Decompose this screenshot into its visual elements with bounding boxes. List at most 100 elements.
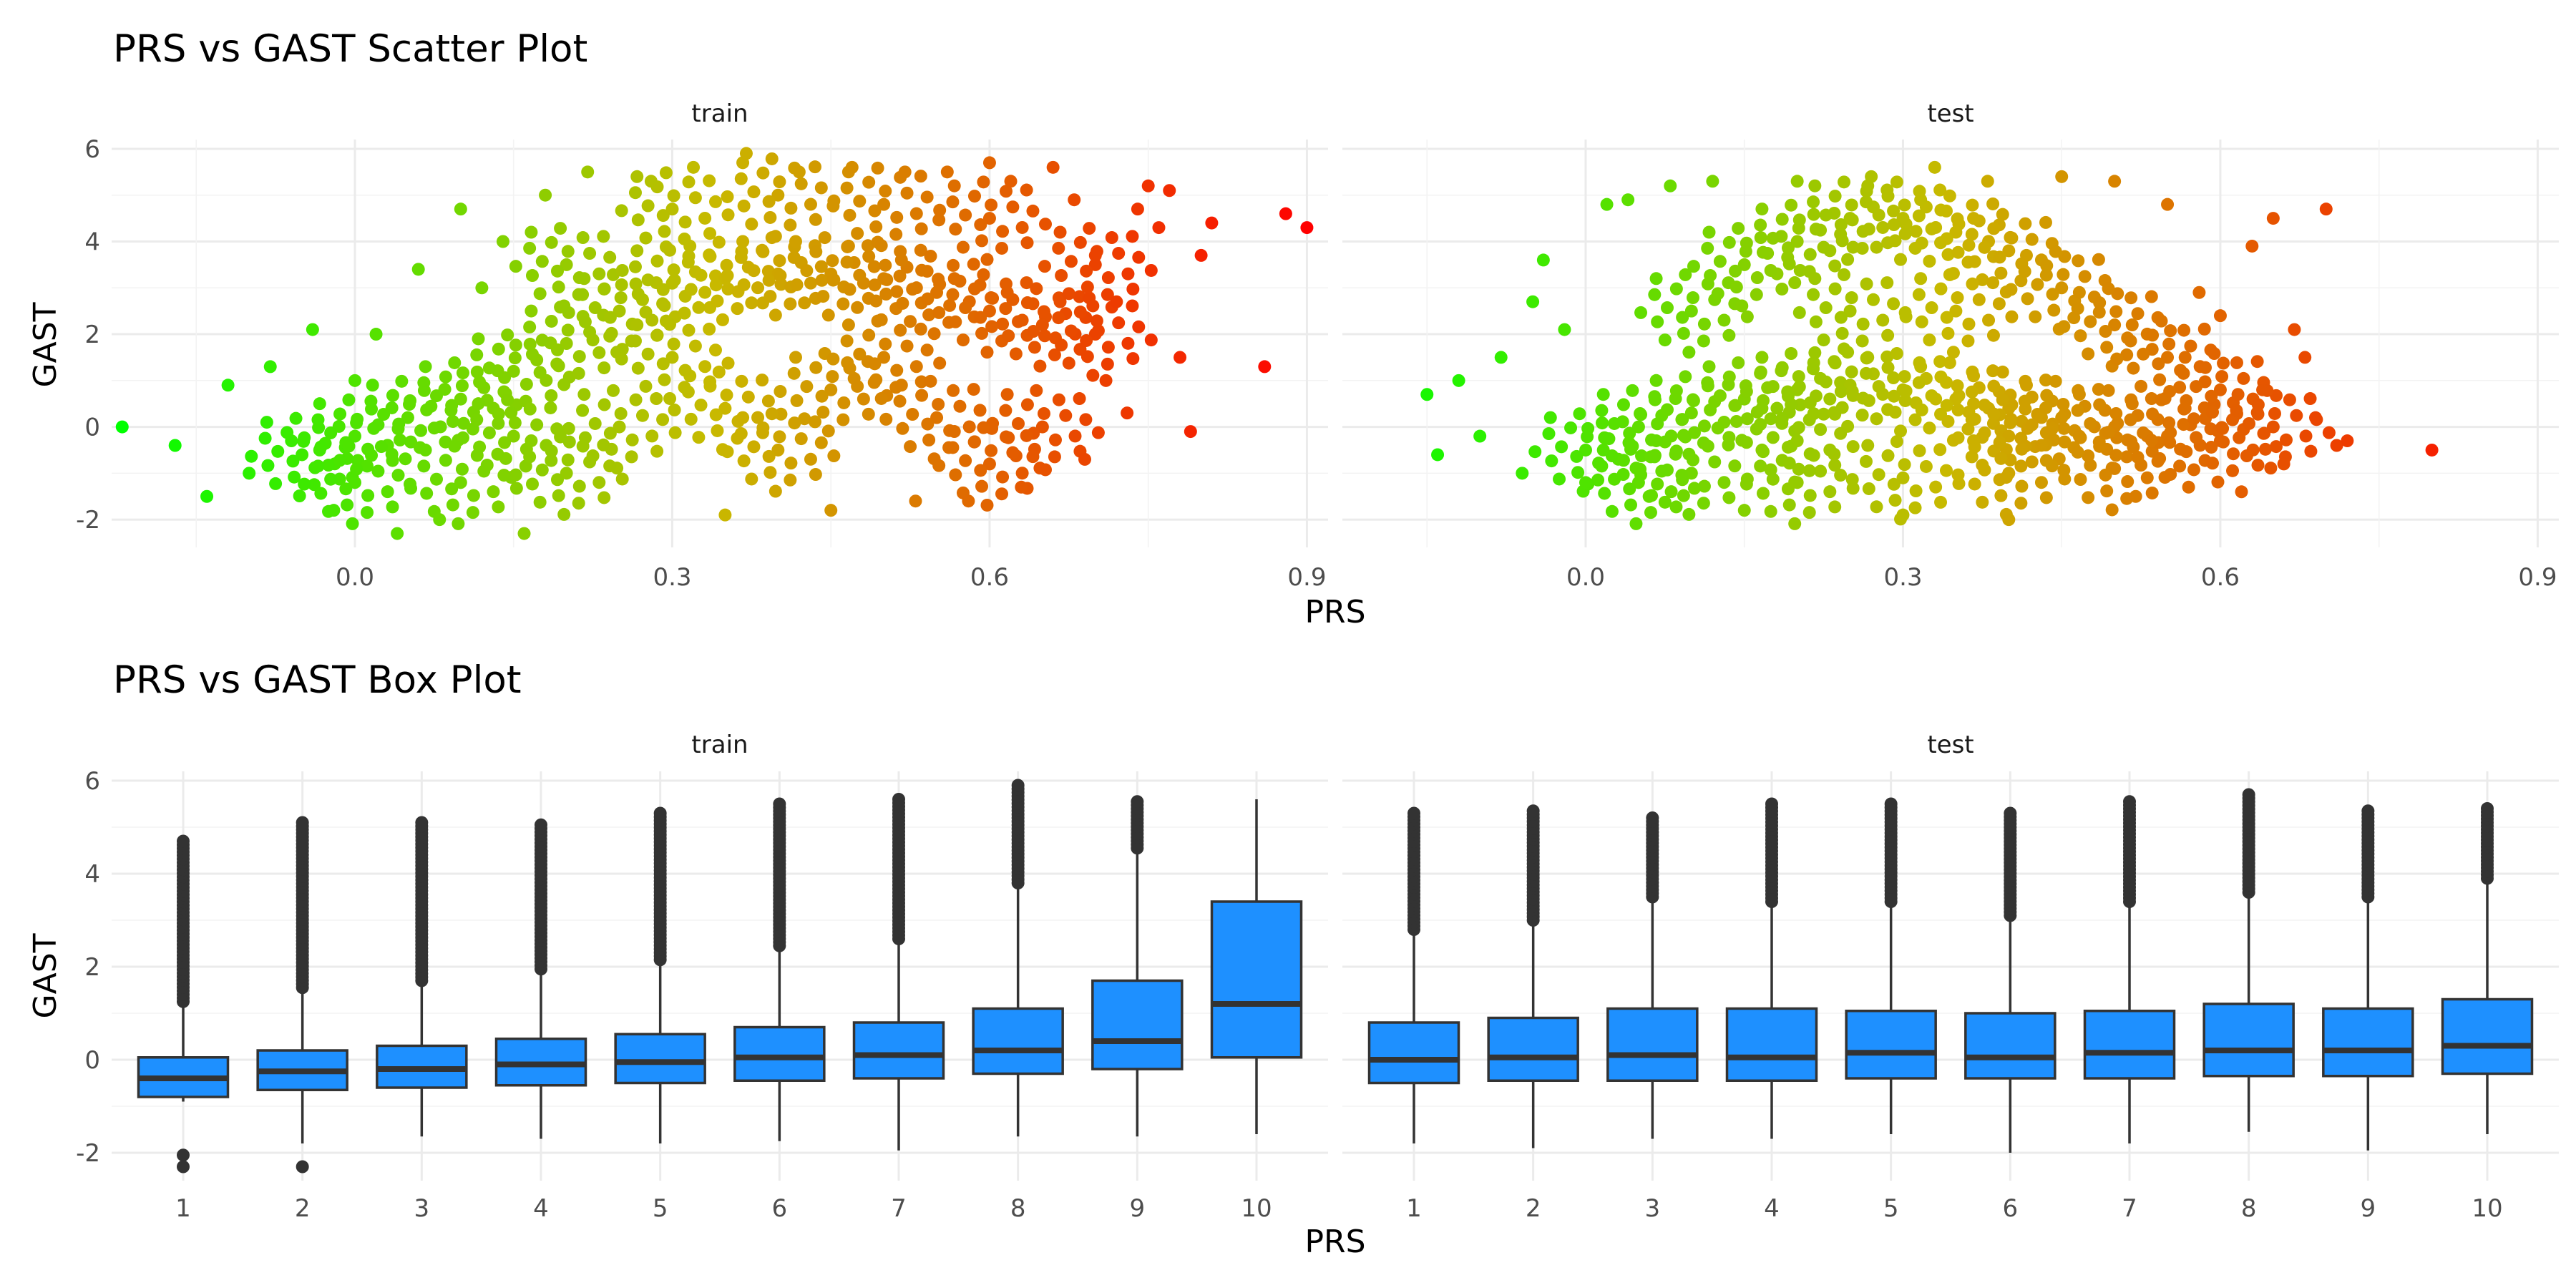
scatter-point [773, 430, 786, 444]
scatter-point [1570, 449, 1584, 463]
scatter-point [417, 376, 431, 389]
scatter-point [364, 394, 378, 408]
scatter-point [1994, 266, 2008, 280]
scatter-point [694, 399, 708, 412]
scatter-point [2131, 307, 2145, 321]
scatter-point [1859, 454, 1873, 468]
scatter-point [1754, 459, 1767, 473]
scatter-point [874, 239, 888, 253]
scatter-point [2213, 309, 2227, 323]
scatter-point [1755, 351, 1769, 364]
scatter-point [603, 426, 617, 440]
scatter-point [445, 399, 459, 412]
scatter-point [1792, 380, 1806, 394]
scatter-point [824, 504, 838, 517]
scatter-point [769, 484, 782, 498]
scatter-point [588, 416, 602, 430]
scatter-point [789, 351, 802, 364]
scatter-point [1972, 293, 1986, 306]
scatter-point [1732, 222, 1745, 235]
boxplot-x-tick-label: 9 [1130, 1194, 1146, 1223]
scatter-point [641, 199, 655, 213]
scatter-point [1807, 407, 1820, 421]
scatter-point [2227, 447, 2240, 461]
scatter-point [1740, 385, 1753, 399]
scatter-point [1039, 463, 1053, 477]
box-9 [1091, 795, 1184, 1137]
scatter-point [1912, 209, 1926, 223]
scatter-point [804, 276, 817, 290]
scatter-point [1740, 477, 1753, 491]
scatter-point [2121, 475, 2135, 489]
scatter-point [1595, 404, 1609, 417]
scatter-point [1828, 406, 1841, 419]
scatter-point [841, 239, 855, 253]
scatter-point [2093, 296, 2107, 310]
scatter-point [2152, 357, 2165, 371]
scatter-point [1702, 225, 1716, 239]
scatter-point [751, 411, 765, 424]
scatter-point [2161, 197, 2175, 211]
box-6 [733, 797, 826, 1141]
scatter-point [915, 263, 929, 277]
scatter-point [2230, 404, 2243, 417]
box-4 [494, 818, 587, 1139]
scatter-point [1862, 482, 1875, 495]
scatter-point [1722, 370, 1736, 384]
scatter-point [784, 201, 798, 215]
scatter-point [509, 338, 522, 352]
scatter-point [2102, 282, 2115, 296]
scatter-point [809, 245, 823, 258]
scatter-point [2039, 268, 2053, 282]
scatter-point [784, 297, 797, 311]
scatter-point [1817, 240, 1830, 254]
scatter-point [1940, 232, 1953, 245]
scatter-point [525, 225, 538, 239]
scatter-x-tick-label: 0.3 [1883, 563, 1922, 592]
box-7 [852, 793, 945, 1151]
scatter-y-axis-title: GAST [27, 302, 64, 387]
scatter-point [650, 254, 664, 268]
scatter-point [1452, 374, 1465, 387]
scatter-point [456, 431, 469, 444]
scatter-point [2092, 383, 2105, 396]
scatter-panel-train: train 0.0 0.3 0.6 0.9 [112, 99, 1328, 592]
scatter-point [996, 470, 1010, 484]
scatter-point [1623, 426, 1636, 440]
scatter-point [385, 447, 399, 461]
scatter-point [526, 348, 540, 361]
scatter-point [1706, 175, 1719, 188]
box-4 [1725, 797, 1818, 1139]
scatter-point [552, 489, 565, 502]
scatter-point [1132, 320, 1146, 333]
scatter-point [641, 347, 655, 361]
scatter-point [1073, 392, 1086, 406]
scatter-point [2125, 318, 2139, 332]
scatter-point [1099, 374, 1113, 387]
scatter-point [607, 384, 620, 397]
scatter-point [1785, 347, 1798, 361]
box-outlier [1407, 806, 1420, 820]
scatter-point [2124, 435, 2138, 449]
box-body [2083, 1010, 2176, 1080]
scatter-point [1951, 379, 1964, 393]
scatter-point [399, 452, 412, 466]
scatter-point [539, 188, 552, 202]
scatter-point [947, 425, 961, 439]
scatter-point [2330, 439, 2343, 452]
scatter-train-x-tick-labels: 0.0 0.3 0.6 0.9 [336, 563, 1327, 592]
scatter-point [2102, 384, 2115, 397]
scatter-point [1923, 333, 1936, 347]
scatter-point [2309, 411, 2322, 424]
scatter-point [535, 333, 549, 347]
scatter-point [1658, 495, 1672, 509]
scatter-point [869, 373, 883, 386]
scatter-point [629, 277, 643, 291]
boxplot-y-tick-label: 4 [84, 860, 100, 889]
scatter-point [1101, 357, 1114, 371]
scatter-point [2298, 351, 2312, 364]
scatter-point [1887, 218, 1901, 232]
scatter-point [2045, 422, 2059, 436]
scatter-point [2002, 244, 2016, 258]
scatter-point [1634, 408, 1648, 421]
